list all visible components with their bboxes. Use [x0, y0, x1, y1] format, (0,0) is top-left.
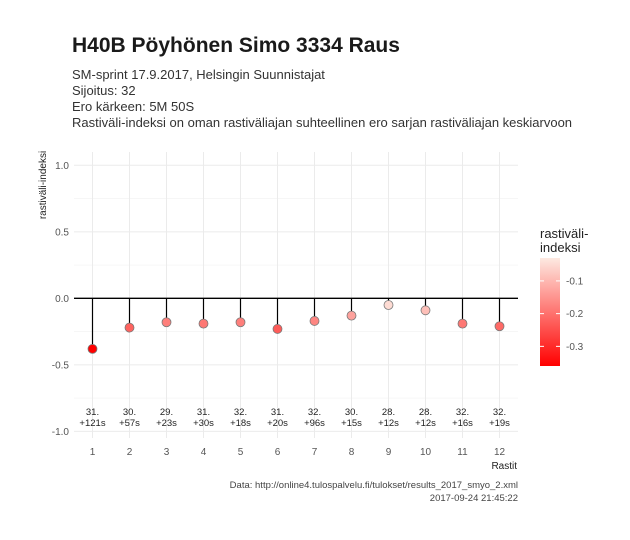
point-label-rank: 28.: [419, 407, 432, 418]
point-label-rank: 32.: [308, 407, 321, 418]
x-tick-label: 6: [275, 447, 281, 458]
point-label-diff: +96s: [304, 418, 325, 429]
data-point: [309, 316, 320, 326]
legend-tick-label: -0.1: [566, 276, 584, 287]
data-point: [420, 305, 431, 316]
point-label-diff: +23s: [156, 418, 177, 429]
subtitle-rank: Sijoitus: 32: [72, 83, 136, 98]
x-axis-title: Rastit: [491, 461, 517, 472]
point-label-diff: +19s: [489, 418, 510, 429]
timestamp-caption: 2017-09-24 21:45:22: [429, 493, 518, 504]
x-tick-label: 4: [201, 447, 207, 458]
data-point: [457, 318, 468, 329]
data-point: [272, 324, 283, 334]
point-label-diff: +12s: [415, 418, 436, 429]
subtitle-event: SM-sprint 17.9.2017, Helsingin Suunnista…: [72, 67, 325, 82]
legend-colorbar: [540, 258, 560, 366]
legend-ticks: -0.1 -0.2 -0.3: [540, 276, 584, 353]
point-label-diff: +30s: [193, 418, 214, 429]
legend-tick-label: -0.3: [566, 342, 584, 353]
point-label-rank: 32.: [456, 407, 469, 418]
point-label-rank: 29.: [160, 407, 173, 418]
y-tick-label: -1.0: [52, 427, 70, 438]
y-tick-label: 1.0: [55, 161, 69, 172]
axes: -1.0-0.50.00.51.01 2 3 4 5 6 7 8 9 10 11 12: [52, 161, 506, 458]
data-point: [494, 321, 505, 332]
x-tick-label: 7: [312, 447, 318, 458]
legend-title: rastiväli- indeksi: [540, 227, 588, 255]
point-label-rank: 32.: [493, 407, 506, 418]
y-tick-label: 0.0: [55, 294, 69, 305]
data-point: [383, 300, 394, 310]
y-tick-label: -0.5: [52, 360, 70, 371]
point-label-rank: 30.: [123, 407, 136, 418]
x-tick-label: 10: [420, 447, 432, 458]
point-label-rank: 30.: [345, 407, 358, 418]
points: [87, 300, 505, 354]
point-labels: 31.+121s30.+57s29.+23s31.+30s32.+18s31.+…: [79, 407, 510, 429]
legend-tick-label: -0.2: [566, 309, 584, 320]
point-label-rank: 31.: [86, 407, 99, 418]
data-point: [346, 310, 357, 321]
data-point: [235, 317, 246, 328]
x-tick-label: 1: [90, 447, 96, 458]
subtitle-description: Rastiväli-indeksi on oman rastiväliajan …: [72, 115, 573, 130]
legend-title-line-2: indeksi: [540, 240, 581, 255]
x-tick-label: 11: [457, 447, 468, 458]
y-tick-label: 0.5: [55, 227, 69, 238]
grid: [74, 152, 518, 438]
x-tick-label: 8: [349, 447, 355, 458]
data-source-caption: Data: http://online4.tulospalvelu.fi/tul…: [229, 480, 518, 491]
point-label-rank: 28.: [382, 407, 395, 418]
x-tick-label: 9: [386, 447, 392, 458]
point-label-diff: +121s: [79, 418, 105, 429]
point-label-diff: +57s: [119, 418, 140, 429]
data-point: [124, 322, 135, 333]
point-label-diff: +16s: [452, 418, 473, 429]
point-label-diff: +18s: [230, 418, 251, 429]
data-point: [87, 343, 98, 354]
point-label-diff: +12s: [378, 418, 399, 429]
x-tick-label: 3: [164, 447, 170, 458]
y-axis-title: rastiväli-indeksi: [38, 151, 49, 219]
point-label-diff: +20s: [267, 418, 288, 429]
subtitle-gap: Ero kärkeen: 5M 50S: [72, 99, 195, 114]
legend-title-line-1: rastiväli-: [540, 226, 589, 241]
point-label-rank: 31.: [271, 407, 284, 418]
chart-title: H40B Pöyhönen Simo 3334 Raus: [72, 34, 400, 57]
data-point: [198, 318, 209, 329]
data-point: [161, 317, 172, 328]
x-tick-label: 2: [127, 447, 133, 458]
x-tick-label: 12: [494, 447, 506, 458]
point-label-rank: 31.: [197, 407, 210, 418]
point-label-diff: +15s: [341, 418, 362, 429]
x-tick-label: 5: [238, 447, 244, 458]
plot-panel: [74, 152, 518, 438]
point-label-rank: 32.: [234, 407, 247, 418]
